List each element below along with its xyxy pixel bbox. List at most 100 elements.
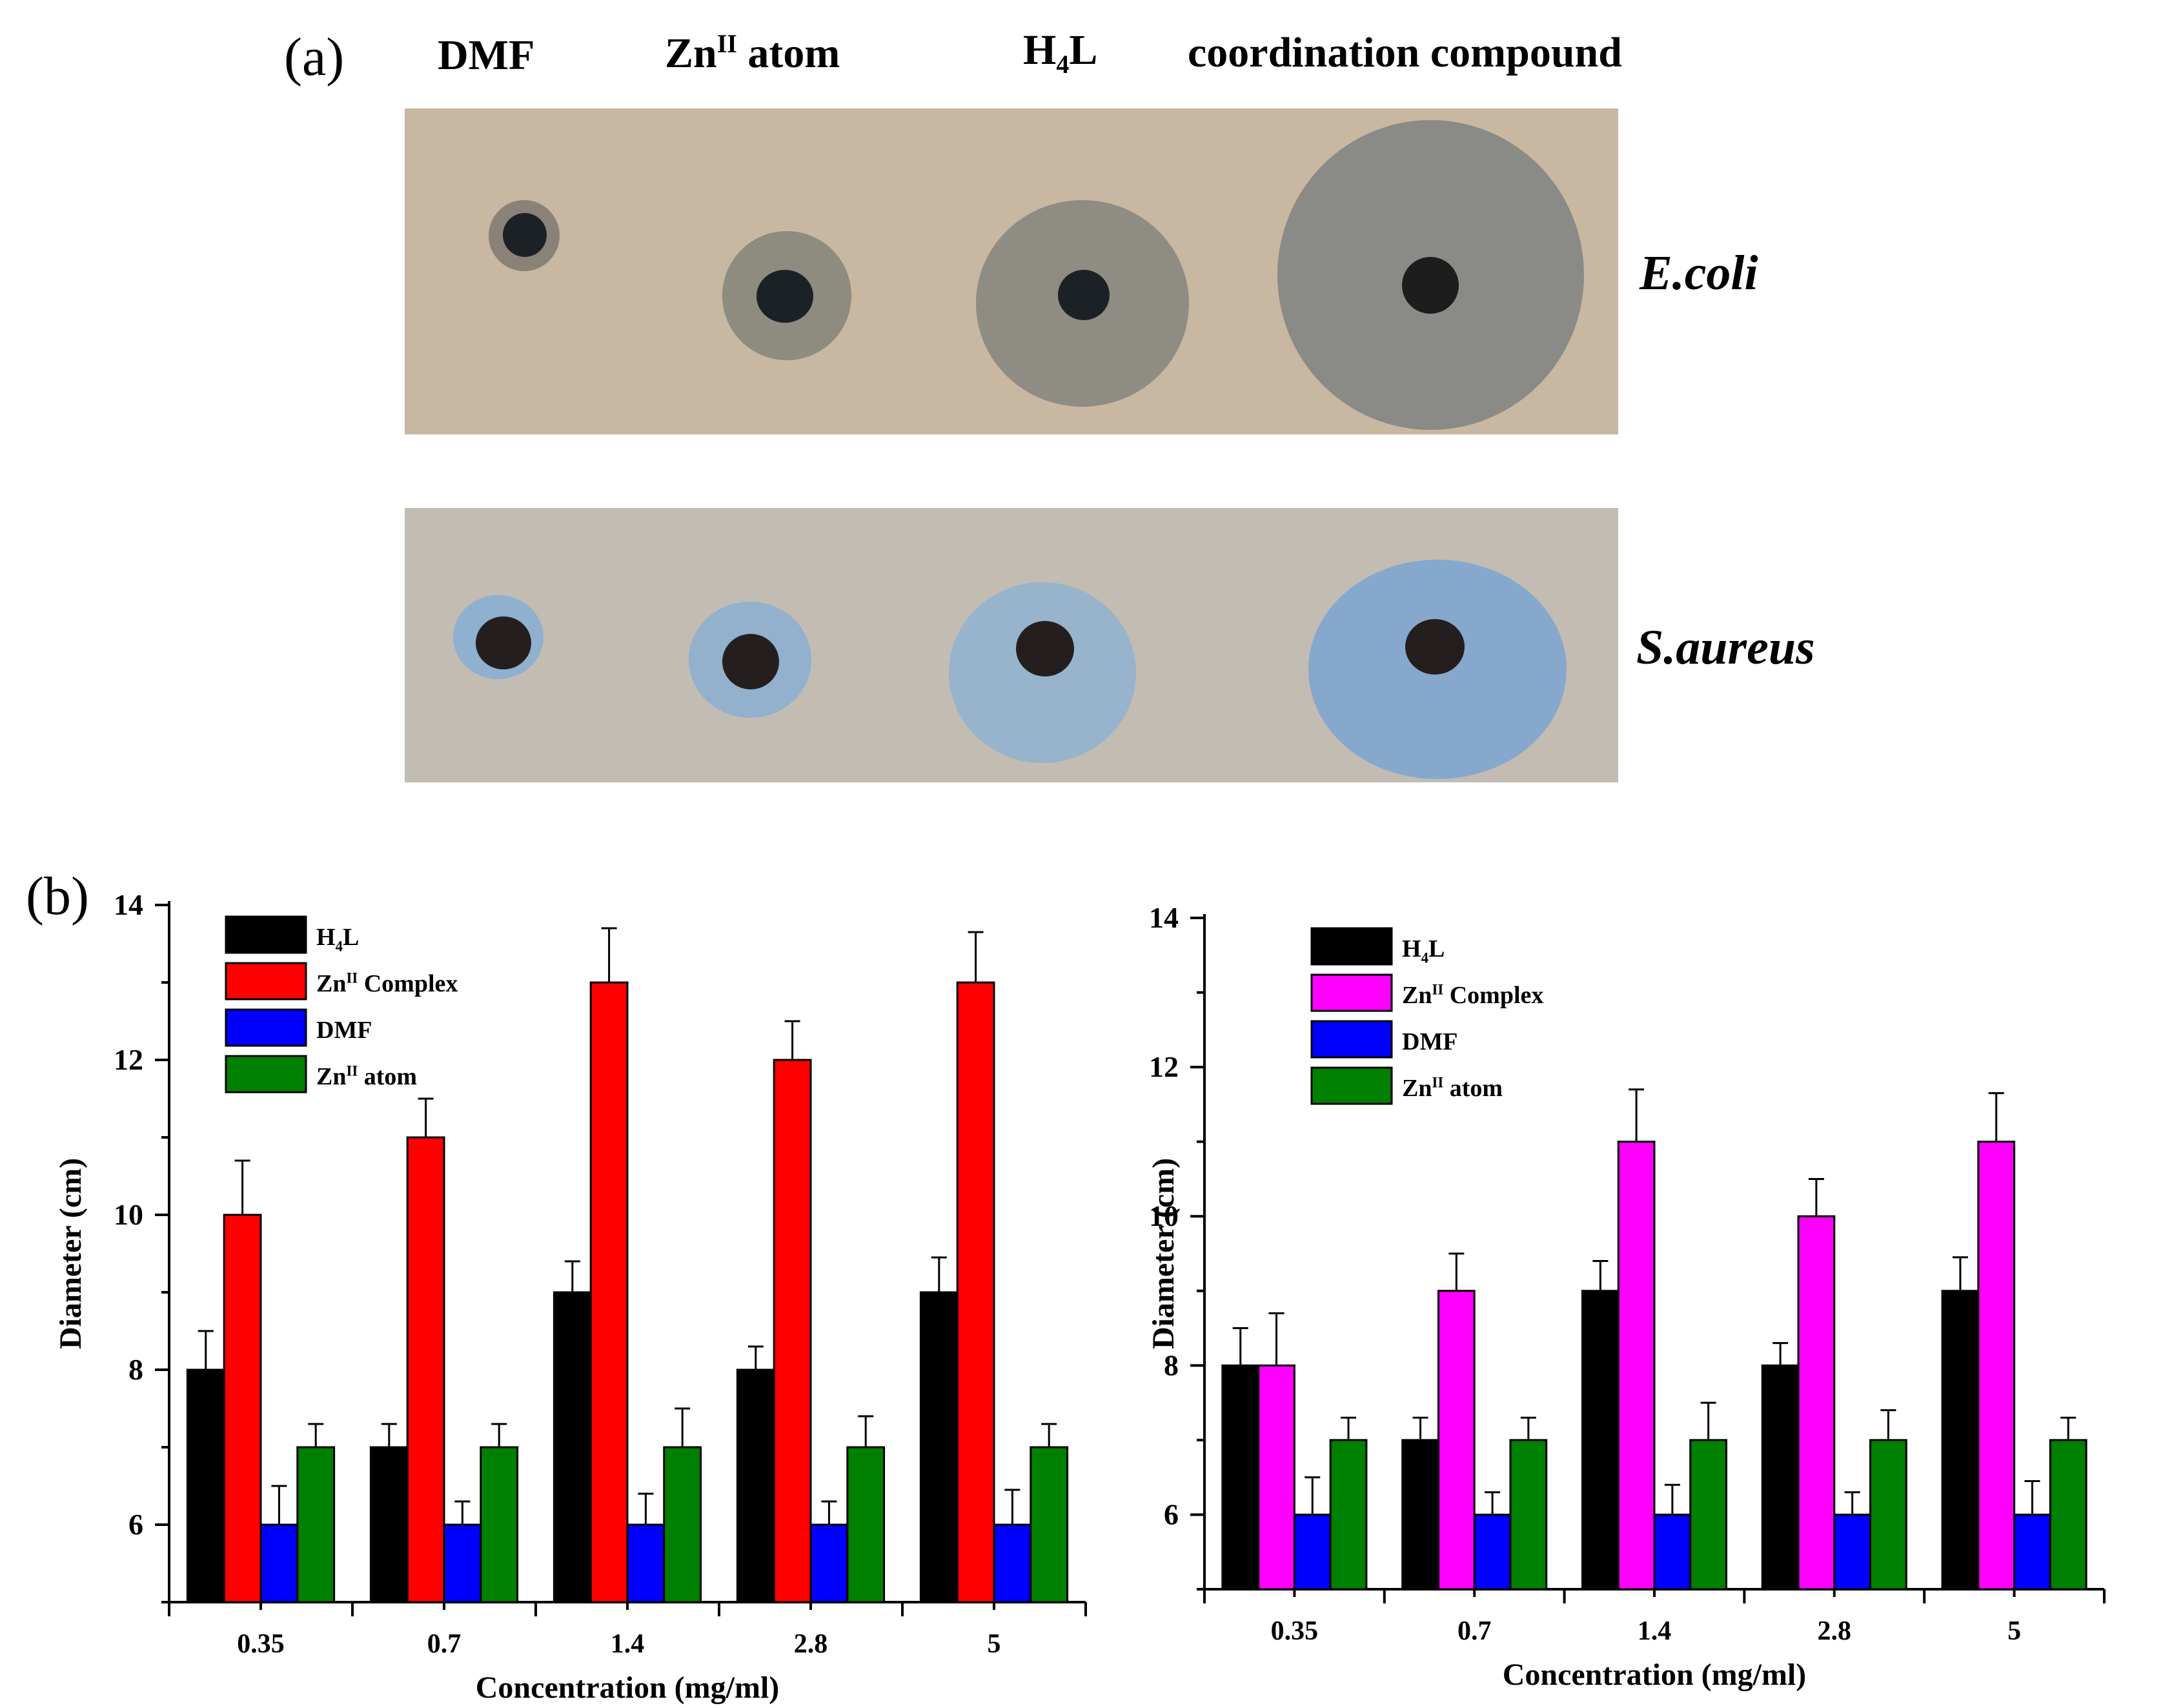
saureus-well-dmf — [476, 616, 531, 669]
bar — [1221, 1364, 1260, 1591]
bar — [223, 1214, 262, 1603]
bar — [1869, 1439, 1907, 1591]
bar — [663, 1446, 702, 1603]
bar-chart-ecoli: 6 8 10 12 14 0.35 0.7 1.4 2.8 5 Concentration (mg/… — [54, 888, 1087, 1705]
x-axis-label: Concentration (mg/ml) — [476, 1671, 780, 1705]
ecoli-well-dmf — [503, 213, 547, 257]
legend-swatch — [1310, 927, 1393, 966]
bar — [553, 1291, 592, 1603]
bar — [1653, 1513, 1692, 1591]
bar — [1833, 1513, 1872, 1591]
x-tick-label: 5 — [2007, 1616, 2021, 1646]
legend-label: ZnII atom — [316, 1063, 417, 1090]
bar — [296, 1446, 336, 1603]
column-label-zn-atom: ZnII atom — [665, 28, 840, 78]
legend-swatch — [225, 962, 307, 1001]
bar — [1797, 1215, 1836, 1591]
x-tick-label: 1.4 — [611, 1629, 645, 1659]
ecoli-well-h4l — [1058, 270, 1110, 320]
saureus-plate-photo — [405, 508, 1618, 782]
legend-swatch — [1310, 973, 1393, 1012]
bar-chart-saureus: 6 8 10 12 14 0.35 0.7 1.4 2.8 5 Concentration (mg/… — [1146, 901, 2106, 1692]
bar — [736, 1368, 775, 1603]
x-tick-label: 0.35 — [1271, 1616, 1319, 1646]
bar — [589, 981, 629, 1603]
legend-swatch — [1310, 1020, 1393, 1059]
zn-atom-label-rest: atom — [736, 30, 840, 77]
y-tick-label: 10 — [1149, 1199, 1179, 1232]
column-label-compound: coordination compound — [1188, 29, 1622, 76]
h4l-label-main: H — [1023, 26, 1057, 74]
bar — [2013, 1513, 2051, 1591]
bar — [956, 981, 995, 1603]
legend-swatch — [225, 1055, 307, 1093]
bar — [406, 1136, 445, 1603]
bar — [1257, 1364, 1295, 1591]
bar — [443, 1523, 482, 1603]
bar — [1030, 1446, 1069, 1603]
y-tick-label: 12 — [1149, 1050, 1179, 1083]
column-label-h4l: H4L — [1023, 26, 1097, 79]
x-tick-label: 1.4 — [1638, 1616, 1672, 1646]
bar — [2049, 1439, 2087, 1591]
zn-atom-label-main: Zn — [665, 30, 717, 77]
zn-atom-label-sup: II — [716, 29, 737, 58]
bar — [626, 1523, 665, 1603]
bar — [1941, 1290, 1980, 1591]
column-label-dmf: DMF — [438, 32, 535, 79]
x-tick-label: 0.7 — [1457, 1616, 1492, 1646]
bar — [186, 1368, 225, 1603]
legend-label: H4L — [1402, 935, 1445, 966]
bar — [1329, 1439, 1368, 1591]
ecoli-plate-photo — [405, 108, 1618, 434]
x-tick-label: 5 — [988, 1629, 1001, 1659]
bar — [259, 1523, 299, 1603]
legend-label: H4L — [316, 924, 359, 955]
y-tick-label: 14 — [1149, 901, 1179, 934]
y-tick-label: 8 — [1164, 1348, 1179, 1381]
bar — [1581, 1290, 1619, 1591]
ecoli-well-zn-atom — [756, 270, 813, 323]
strain-label-saureus: S.aureus — [1636, 620, 1815, 675]
y-tick-label: 10 — [114, 1198, 143, 1231]
bar — [1977, 1141, 2016, 1591]
legend-label: ZnII Complex — [1402, 982, 1543, 1009]
y-axis-label: Diameter (cm) — [54, 1158, 88, 1349]
x-tick-label: 2.8 — [1818, 1616, 1852, 1646]
legend-swatch — [1310, 1066, 1393, 1105]
x-tick-label: 2.8 — [794, 1629, 828, 1659]
ecoli-well-compound — [1402, 257, 1459, 314]
x-tick-label: 0.35 — [237, 1629, 285, 1659]
h4l-label-rest: L — [1069, 26, 1098, 74]
bar — [1761, 1364, 1800, 1591]
y-tick-label: 12 — [114, 1043, 143, 1076]
x-tick-label: 0.7 — [427, 1629, 462, 1659]
bar — [993, 1523, 1032, 1603]
bar — [1509, 1439, 1548, 1591]
legend-label: DMF — [316, 1017, 372, 1044]
y-axis-label: Diameter (cm) — [1146, 1158, 1181, 1349]
panel-a-letter: (a) — [284, 27, 345, 87]
strain-label-ecoli: E.coli — [1640, 246, 1758, 300]
y-tick-label: 14 — [114, 888, 143, 921]
bar — [480, 1446, 519, 1603]
legend-label: ZnII atom — [1402, 1075, 1503, 1102]
bar — [846, 1446, 886, 1603]
bar — [919, 1291, 959, 1603]
y-tick-label: 6 — [128, 1508, 143, 1541]
legend-label: DMF — [1402, 1028, 1458, 1055]
bar — [1401, 1439, 1439, 1591]
bar — [1689, 1439, 1728, 1591]
legend-swatch — [225, 1008, 307, 1047]
bar — [1293, 1513, 1332, 1591]
legend-swatch — [225, 915, 307, 954]
y-tick-label: 6 — [1164, 1498, 1179, 1530]
bar — [369, 1446, 409, 1603]
bar — [1617, 1141, 1656, 1591]
panel-b-letter: (b) — [26, 866, 89, 926]
bar — [773, 1059, 812, 1603]
bar — [1473, 1513, 1512, 1591]
saureus-well-compound — [1405, 619, 1465, 675]
x-axis-label: Concentration (mg/ml) — [1503, 1658, 1807, 1692]
h4l-label-sub: 4 — [1056, 50, 1070, 79]
